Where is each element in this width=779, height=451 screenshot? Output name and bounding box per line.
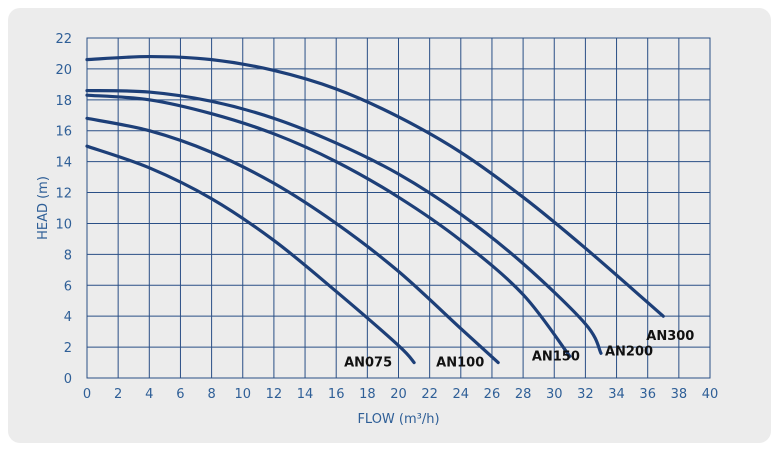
y-tick-label: 12: [55, 187, 72, 202]
x-tick-label: 20: [390, 387, 407, 402]
curve-an150: [85, 93, 572, 358]
y-tick-label: 8: [64, 248, 72, 263]
x-tick-label: 4: [145, 387, 153, 402]
y-tick-label: 18: [55, 94, 72, 109]
curve-an075: [85, 144, 416, 365]
x-tick-label: 8: [207, 387, 215, 402]
y-tick-label: 22: [55, 32, 72, 47]
y-tick-label: 16: [55, 125, 72, 140]
x-tick-label: 38: [671, 387, 688, 402]
y-tick-label: 10: [55, 217, 72, 232]
x-axis-label: FLOW (m³/h): [357, 412, 439, 427]
x-tick-label: 32: [577, 387, 594, 402]
x-tick-label: 18: [359, 387, 376, 402]
x-tick-label: 24: [453, 387, 470, 402]
curve-label-an200: AN200: [605, 344, 653, 359]
x-tick-label: 40: [702, 387, 719, 402]
curve-label-an300: AN300: [646, 329, 694, 344]
x-tick-label: 14: [297, 387, 314, 402]
curve-an200: [85, 88, 603, 355]
x-tick-label: 30: [546, 387, 563, 402]
y-tick-label: 2: [64, 341, 72, 356]
x-tick-label: 12: [266, 387, 283, 402]
x-tick-label: 36: [639, 387, 656, 402]
x-tick-label: 10: [234, 387, 251, 402]
y-tick-label: 6: [64, 279, 72, 294]
curve-label-an150: AN150: [532, 349, 580, 364]
x-tick-label: 34: [608, 387, 625, 402]
curve-an300: [85, 54, 665, 318]
x-tick-label: 16: [328, 387, 345, 402]
y-tick-label: 4: [64, 310, 72, 325]
y-tick-label: 0: [64, 372, 72, 387]
curve-label-an100: AN100: [436, 356, 484, 371]
x-tick-label: 0: [83, 387, 91, 402]
y-tick-label: 20: [55, 63, 72, 78]
y-tick-label: 14: [55, 156, 72, 171]
y-axis-label: HEAD (m): [36, 176, 51, 240]
x-tick-label: 26: [484, 387, 501, 402]
x-tick-label: 2: [114, 387, 122, 402]
x-tick-label: 22: [421, 387, 438, 402]
curve-label-an075: AN075: [344, 356, 392, 371]
x-tick-label: 6: [176, 387, 184, 402]
x-tick-label: 28: [515, 387, 532, 402]
curve-an100: [85, 116, 500, 365]
